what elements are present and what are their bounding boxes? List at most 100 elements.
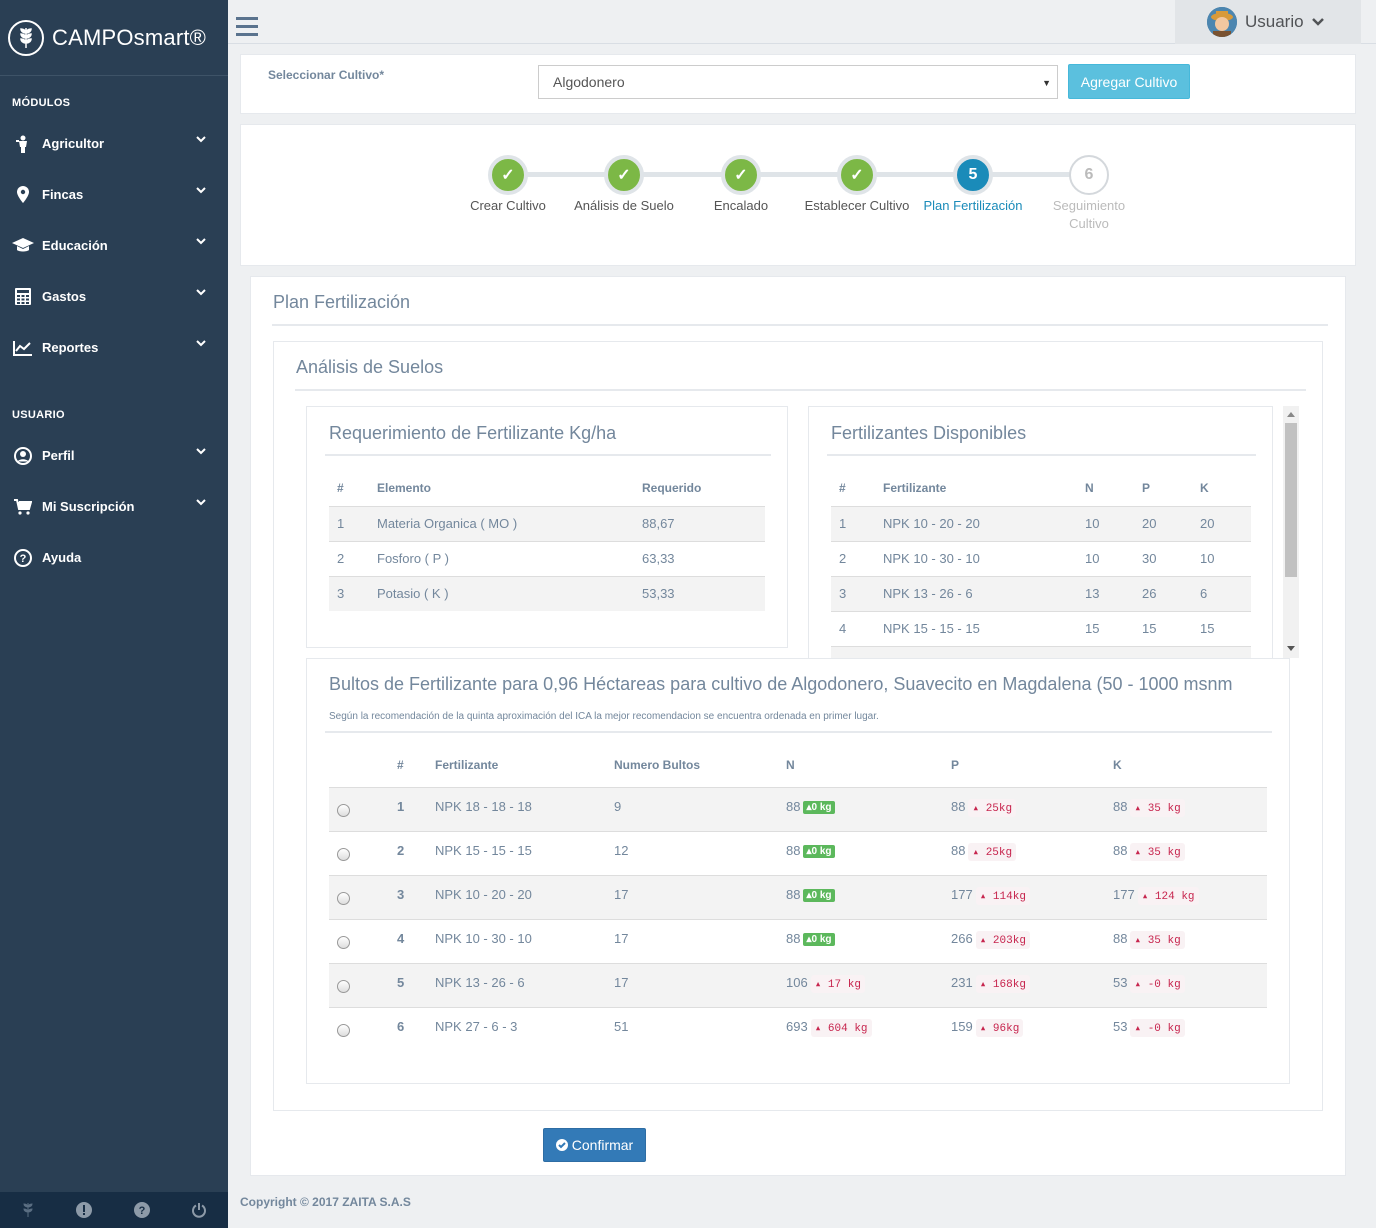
fertilizer-name: NPK 10 - 20 - 20 [435, 886, 532, 902]
sidebar-item-label: Agricultor [42, 136, 105, 151]
bag-count: 17 [614, 930, 629, 946]
wizard-step-5[interactable]: 5 Plan Fertilización [918, 155, 1028, 215]
table-cell: 10 [1085, 516, 1100, 531]
confirm-button[interactable]: Confirmar [543, 1128, 646, 1162]
check-circle-icon [555, 1139, 568, 1151]
select-radio[interactable] [337, 803, 350, 817]
table-row: 6 NPK 27 - 6 - 3 51 693 ▴ 604 kg 159 ▴ 96kg 53 ▴… [329, 1007, 1267, 1051]
table-row: 3 NPK 10 - 20 - 20 17 88 ▴0 kg 177 ▴ 114kg 177 ▴… [329, 875, 1267, 919]
plan-title: Plan Fertilización [273, 292, 411, 312]
table-cell: 1 [839, 516, 847, 531]
chevron-down-icon [196, 187, 206, 194]
scroll-up-icon[interactable] [1287, 411, 1295, 417]
table-cell: NPK 13 - 26 - 6 [883, 586, 973, 601]
sidebar-item-fincas[interactable]: Fincas [0, 169, 228, 220]
scrollbar-thumb[interactable] [1285, 423, 1297, 577]
col-fertilizer: Fertilizante [435, 757, 499, 772]
brand[interactable]: CAMPOsmart® [0, 0, 228, 76]
select-radio[interactable] [337, 979, 350, 993]
alert-icon[interactable] [76, 1202, 93, 1218]
table-row: 2 Fosforo ( P ) 63,33 [329, 541, 765, 576]
sidebar-item-perfil[interactable]: Perfil [0, 430, 228, 481]
p-diff-badge: ▴ 96kg [975, 1018, 1024, 1037]
wizard-step-2[interactable]: ✓ Análisis de Suelo [569, 155, 679, 215]
wizard-step-3[interactable]: ✓ Encalado [686, 155, 796, 215]
user-circle-icon [12, 446, 34, 465]
fertilizer-name: NPK 13 - 26 - 6 [435, 974, 525, 990]
n-value: 88 [786, 930, 801, 946]
table-row [831, 646, 1251, 658]
soil-divider [295, 389, 1306, 391]
k-value: 88 [1113, 842, 1128, 858]
modules-section-title: MÓDULOS [12, 97, 71, 109]
row-num: 2 [397, 842, 405, 858]
p-value: 231 [951, 974, 973, 990]
sidebar-item-mi-suscripci-n[interactable]: Mi Suscripción [0, 481, 228, 532]
svg-text:?: ? [138, 1205, 145, 1217]
step-label: Encalado [713, 198, 769, 213]
col-element: Elemento [377, 480, 432, 495]
farmer-icon [12, 135, 34, 153]
power-icon[interactable] [191, 1202, 207, 1218]
bag-count: 51 [614, 1018, 629, 1034]
k-diff-badge: ▴ 35 kg [1130, 842, 1185, 861]
map-marker-icon [12, 186, 34, 203]
sidebar-item-gastos[interactable]: Gastos [0, 271, 228, 322]
scroll-down-icon[interactable] [1287, 646, 1295, 652]
available-scrollbar[interactable] [1283, 406, 1299, 658]
table-cell: NPK 10 - 20 - 20 [883, 516, 980, 531]
col-required: Requerido [642, 480, 702, 495]
select-radio[interactable] [337, 847, 350, 861]
table-cell: 15 [1142, 621, 1157, 636]
graduation-cap-icon [12, 238, 34, 253]
add-crop-button[interactable]: Agregar Cultivo [1068, 64, 1190, 99]
p-value: 177 [951, 886, 973, 902]
chevron-down-icon [196, 448, 206, 455]
crop-select-value: Algodonero [553, 74, 625, 90]
table-cell: 1 [337, 516, 345, 531]
select-radio[interactable] [337, 935, 350, 949]
crop-select[interactable]: Algodonero ▼ [538, 65, 1058, 99]
k-value: 53 [1113, 974, 1128, 990]
k-value: 177 [1113, 886, 1135, 902]
p-diff-badge: ▴ 25kg [968, 842, 1017, 861]
col-k: K [1113, 757, 1122, 772]
wizard-track [508, 172, 1088, 177]
n-value: 88 [786, 842, 801, 858]
n-diff-badge: ▴0 kg [803, 888, 835, 902]
col-k: K [1200, 480, 1209, 495]
svg-text:?: ? [20, 553, 27, 565]
row-num: 3 [397, 886, 405, 902]
n-diff-badge: ▴ 604 kg [810, 1018, 872, 1037]
table-cell: 26 [1142, 586, 1157, 601]
table-cell: 30 [1142, 551, 1157, 566]
sidebar-item-agricultor[interactable]: Agricultor [0, 118, 228, 169]
leaf-logo-icon [8, 19, 44, 56]
wizard-step-1[interactable]: ✓ Crear Cultivo [453, 155, 563, 215]
sidebar-item-educaci-n[interactable]: Educación [0, 220, 228, 271]
p-diff-badge: ▴ 25kg [968, 798, 1017, 817]
help-icon[interactable]: ? [133, 1202, 150, 1218]
menu-toggle-icon[interactable] [236, 17, 258, 37]
sidebar-item-ayuda[interactable]: ? Ayuda [0, 532, 228, 583]
table-cell: Fosforo ( P ) [377, 551, 450, 566]
user-menu[interactable]: Usuario [1175, 0, 1361, 44]
table-cell: NPK 10 - 30 - 10 [883, 551, 980, 566]
select-radio[interactable] [337, 1023, 350, 1037]
leaf-icon[interactable] [21, 1202, 35, 1218]
p-value: 88 [951, 842, 966, 858]
row-num: 6 [397, 1018, 405, 1034]
col-bags: Numero Bultos [614, 757, 701, 772]
col-n: N [786, 757, 795, 772]
table-row: 2 NPK 10 - 30 - 10 10 30 10 [831, 541, 1251, 576]
wizard-step-4[interactable]: ✓ Establecer Cultivo [802, 155, 912, 215]
requirement-box: Requerimiento de Fertilizante Kg/ha # El… [306, 406, 788, 648]
select-radio[interactable] [337, 891, 350, 905]
sidebar-item-reportes[interactable]: Reportes [0, 322, 228, 373]
bultos-table: # Fertilizante Numero Bultos N P K 1 NPK … [329, 743, 1267, 1051]
sidebar: CAMPOsmart® MÓDULOS Agricultor Fincas Educ… [0, 0, 228, 1228]
step-indicator: ✓ [488, 155, 528, 195]
n-value: 693 [786, 1018, 808, 1034]
wizard-step-6[interactable]: 6 Seguimiento Cultivo [1034, 155, 1144, 233]
p-value: 159 [951, 1018, 973, 1034]
